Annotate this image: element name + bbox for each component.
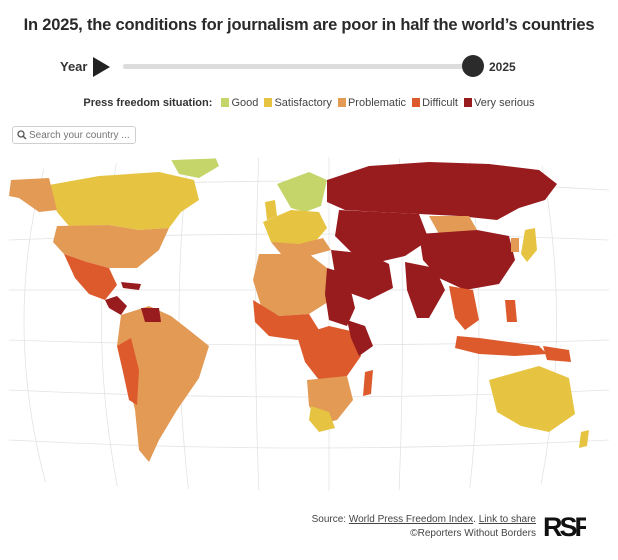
region-greenland[interactable] xyxy=(169,154,219,178)
share-link[interactable]: Link to share xyxy=(478,514,536,525)
play-icon xyxy=(93,57,110,77)
year-slider-fill xyxy=(123,64,473,69)
timeline-label: Year xyxy=(60,59,88,74)
region-papua-new-guinea[interactable] xyxy=(543,346,571,362)
region-china[interactable] xyxy=(419,230,515,290)
legend-item-good[interactable]: Good xyxy=(221,97,258,109)
region-andes[interactable] xyxy=(117,338,139,405)
region-korea[interactable] xyxy=(511,238,519,252)
rsf-logo: RSF xyxy=(543,512,586,540)
search-input[interactable] xyxy=(29,127,133,143)
legend-swatch xyxy=(264,98,273,107)
footer-source: Source: World Press Freedom Index. Link … xyxy=(312,513,536,541)
country-search[interactable] xyxy=(12,126,136,144)
region-australia[interactable] xyxy=(489,366,575,432)
region-india[interactable] xyxy=(405,262,445,318)
year-slider-track[interactable] xyxy=(123,64,473,69)
region-west-africa[interactable] xyxy=(253,300,319,340)
legend-swatch xyxy=(221,98,230,107)
region-scandinavia[interactable] xyxy=(277,172,327,212)
rsf-logo-text: RSF xyxy=(543,512,586,540)
legend-swatch xyxy=(337,98,346,107)
region-usa[interactable] xyxy=(53,225,169,268)
current-year: 2025 xyxy=(489,60,516,74)
legend-label: Problematic xyxy=(347,97,407,109)
source-prefix: Source: xyxy=(311,514,347,525)
region-japan[interactable] xyxy=(521,228,537,262)
region-southeast-asia[interactable] xyxy=(449,286,479,330)
region-venezuela[interactable] xyxy=(141,308,161,322)
region-mexico[interactable] xyxy=(64,254,117,300)
region-south-america[interactable] xyxy=(117,306,209,462)
region-central-america[interactable] xyxy=(105,296,127,315)
region-alaska[interactable] xyxy=(9,178,57,212)
region-south-africa[interactable] xyxy=(309,406,335,432)
region-central-asia[interactable] xyxy=(335,210,429,262)
region-central-africa[interactable] xyxy=(297,326,361,380)
region-east-africa[interactable] xyxy=(347,320,373,356)
search-icon xyxy=(17,130,27,140)
region-caribbean[interactable] xyxy=(121,282,141,290)
legend-label: Difficult xyxy=(422,97,458,109)
legend-item-very-serious[interactable]: Very serious xyxy=(464,97,535,109)
source-link[interactable]: World Press Freedom Index xyxy=(348,514,474,525)
region-madagascar[interactable] xyxy=(363,370,373,396)
region-russia[interactable] xyxy=(327,162,557,220)
legend-label: Satisfactory xyxy=(274,97,332,109)
legend-item-problematic[interactable]: Problematic xyxy=(337,97,407,109)
region-new-zealand[interactable] xyxy=(579,430,589,448)
play-button[interactable] xyxy=(91,56,111,78)
region-egypt-sudan[interactable] xyxy=(325,268,355,326)
region-north-africa[interactable] xyxy=(253,254,331,316)
world-map[interactable] xyxy=(9,150,609,495)
legend-label: Very serious xyxy=(474,97,535,109)
region-philippines[interactable] xyxy=(505,300,517,322)
legend-label: Good xyxy=(231,97,259,109)
year-slider-handle[interactable] xyxy=(462,55,484,77)
source-separator: . xyxy=(473,514,476,525)
credit-text: ©Reporters Without Borders xyxy=(410,528,536,539)
legend-swatch xyxy=(464,98,473,107)
page-title: In 2025, the conditions for journalism a… xyxy=(23,16,595,34)
legend-swatch xyxy=(412,98,421,107)
legend: Press freedom situation: Good Satisfacto… xyxy=(0,97,618,109)
region-southern-europe[interactable] xyxy=(271,238,331,256)
region-western-europe[interactable] xyxy=(263,210,327,246)
legend-item-difficult[interactable]: Difficult xyxy=(412,97,458,109)
region-uk[interactable] xyxy=(265,200,277,220)
region-canada[interactable] xyxy=(49,172,199,230)
region-indonesia[interactable] xyxy=(455,336,547,356)
legend-title: Press freedom situation: xyxy=(83,97,213,109)
legend-item-satisfactory[interactable]: Satisfactory xyxy=(264,97,332,109)
region-mongolia[interactable] xyxy=(429,216,477,234)
